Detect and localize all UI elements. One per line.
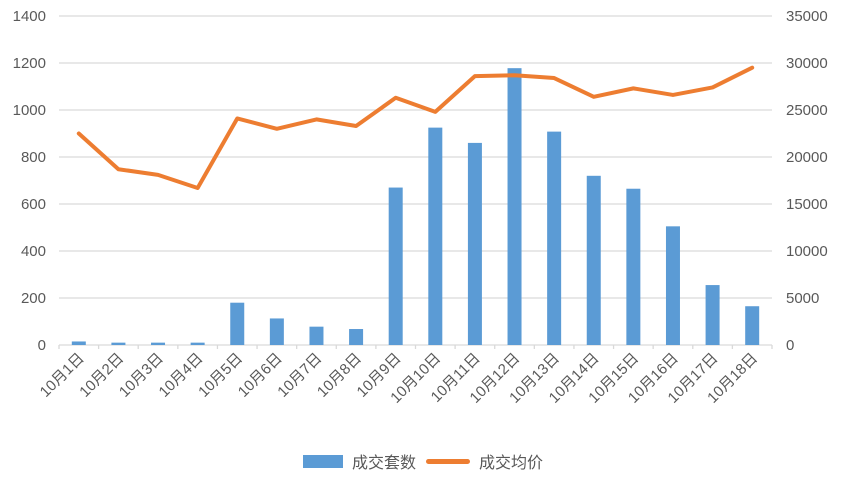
bar-10月14日: [586, 175, 601, 345]
bar-10月5日: [230, 302, 245, 345]
left-axis-tick-label: 1000: [13, 102, 46, 119]
bar-10月9日: [388, 187, 403, 345]
left-axis-tick-label: 0: [38, 337, 46, 354]
bar-10月12日: [507, 68, 522, 346]
bar-10月15日: [626, 188, 641, 345]
right-axis-tick-label: 5000: [786, 290, 819, 307]
bar-10月8日: [349, 329, 364, 345]
bar-10月7日: [309, 326, 324, 345]
left-axis-tick-label: 400: [21, 243, 46, 260]
bar-10月10日: [428, 127, 443, 345]
legend-item-line-series: 成交均价: [426, 449, 543, 473]
right-axis-tick-label: 10000: [786, 243, 828, 260]
bar-series-label: 成交套数: [351, 455, 416, 472]
bar-10月4日: [190, 342, 205, 345]
left-axis-tick-label: 1400: [13, 8, 46, 25]
line-series-swatch-icon: [426, 458, 470, 464]
bar-10月1日: [71, 341, 86, 345]
bar-10月18日: [745, 306, 760, 345]
bar-10月6日: [269, 318, 284, 345]
left-axis-tick-label: 800: [21, 149, 46, 166]
left-axis-tick-label: 600: [21, 196, 46, 213]
right-axis-tick-label: 30000: [786, 55, 828, 72]
bar-10月17日: [705, 285, 720, 345]
right-axis-tick-label: 35000: [786, 8, 828, 25]
bar-10月11日: [467, 142, 482, 345]
bar-10月16日: [665, 226, 680, 345]
line-series-label: 成交均价: [479, 455, 544, 472]
legend-item-bar-series: 成交套数: [302, 449, 416, 473]
bar-10月3日: [151, 342, 166, 345]
bar-10月2日: [111, 342, 126, 345]
right-axis-tick-label: 20000: [786, 149, 828, 166]
right-axis-tick-label: 0: [786, 337, 794, 354]
bar-series-swatch-icon: [302, 454, 343, 468]
left-axis-tick-label: 200: [21, 290, 46, 307]
line-series: [76, 65, 755, 191]
left-axis-tick-label: 1200: [13, 55, 46, 72]
chart-legend: 成交套数 成交均价: [0, 449, 846, 473]
combo-chart: 0 0 200 5000 400 10000 600 15000 800 20000 1000 250…: [13, 8, 828, 407]
right-axis-tick-label: 25000: [786, 102, 828, 119]
bar-10月13日: [547, 131, 562, 345]
right-axis-tick-label: 15000: [786, 196, 828, 213]
